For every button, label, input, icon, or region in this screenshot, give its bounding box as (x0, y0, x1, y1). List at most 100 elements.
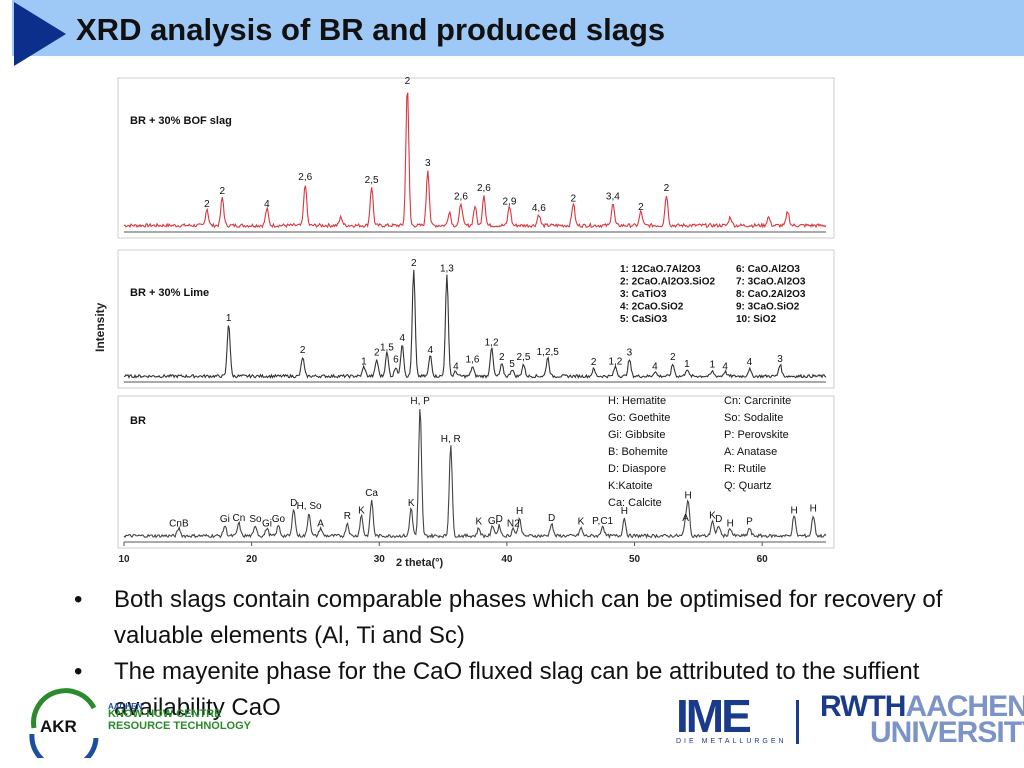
x-tick-label: 20 (246, 554, 258, 565)
panel-name: BR + 30% Lime (130, 287, 209, 299)
peak-label: H, P (410, 396, 430, 407)
peak-label: 3 (777, 354, 783, 365)
rwth-bold: RWTH (820, 690, 906, 723)
peak-label: 1,5 (380, 342, 394, 353)
akr-line-2: RESOURCE TECHNOLOGY (108, 720, 252, 732)
bullet-list: • Both slags contain comparable phases w… (74, 582, 974, 726)
panel-frame (117, 395, 835, 549)
legend-entry: R: Rutile (724, 463, 766, 475)
peak-label: 3,4 (606, 192, 620, 203)
bullet-mark: • (74, 586, 83, 613)
legend-entry: Q: Quartz (724, 480, 772, 492)
bullet-item: • The mayenite phase for the CaO fluxed … (74, 654, 974, 726)
akr-line-1: KNOW-HOW CENTRE (108, 708, 222, 720)
page-title: XRD analysis of BR and produced slags (76, 12, 666, 47)
peak-label: Go (272, 514, 286, 525)
peak-label: CnB (169, 518, 189, 529)
y-axis-label: Intensity (93, 302, 107, 352)
peak-label: K (408, 498, 415, 509)
legend-entry: 2: 2CaO.Al2O3.SiO2 (620, 277, 715, 288)
peak-label: H (727, 518, 734, 529)
legend-entry: 6: CaO.Al2O3 (736, 264, 800, 275)
peak-label: K (578, 516, 585, 527)
legend-entry: P: Perovskite (724, 429, 789, 441)
peak-label: 2 (300, 345, 306, 356)
left-margin-bar (0, 0, 12, 768)
peak-label: 4 (652, 361, 658, 372)
peak-label: 4 (453, 361, 459, 372)
peak-label: 1 (684, 359, 690, 370)
peak-label: A (317, 518, 324, 529)
peak-label: Gi (262, 518, 272, 529)
peak-label: N2 (507, 518, 520, 529)
peak-label: H, So (297, 501, 322, 512)
title-triangle-icon (14, 2, 66, 66)
bullet-text: Both slags contain comparable phases whi… (114, 586, 943, 649)
peak-label: 4 (722, 361, 728, 372)
peak-label: A (682, 513, 689, 524)
peak-label: 2 (638, 202, 644, 213)
xrd-series-line (123, 409, 827, 540)
peak-label: 2,5 (365, 175, 379, 186)
peak-label: 4 (399, 333, 405, 344)
peak-label: 4 (264, 199, 270, 210)
x-tick-label: 10 (118, 554, 130, 565)
peak-label: 1,2 (485, 338, 499, 349)
legend-entry: Ca: Calcite (608, 497, 662, 509)
peak-label: 2 (591, 357, 597, 368)
peak-label: 2,9 (503, 196, 517, 207)
peak-label: K (709, 511, 716, 522)
legend-entry: A: Anatase (724, 446, 777, 458)
legend-entry: So: Sodalite (724, 412, 783, 424)
peak-label: 2 (670, 352, 676, 363)
x-axis-label: 2 theta(°) (396, 557, 444, 569)
peak-label: K (358, 506, 365, 517)
peak-label: 4 (428, 345, 434, 356)
legend-entry: 4: 2CaO.SiO2 (620, 302, 684, 313)
legend-entry: 1: 12CaO.7Al2O3 (620, 264, 701, 275)
logo-separator (796, 700, 799, 744)
akr-logo: AKR (29, 688, 99, 758)
bullet-mark: • (74, 658, 83, 685)
legend-entry: 3: CaTiO3 (620, 289, 667, 300)
peak-label: 2 (219, 186, 225, 197)
peak-label: H, R (441, 434, 461, 445)
peak-label: So (249, 514, 262, 525)
peak-label: Gi (220, 514, 230, 525)
bullet-item: • Both slags contain comparable phases w… (74, 582, 974, 654)
x-tick-label: 50 (629, 554, 641, 565)
peak-label: Gi (488, 516, 498, 527)
legend-entry: 5: CaSiO3 (620, 314, 668, 325)
peak-label: 4,6 (532, 203, 546, 214)
peak-label: 2 (411, 258, 417, 269)
peak-label: 2,5 (517, 352, 531, 363)
peak-label: 3 (627, 347, 633, 358)
rwth-university: UNIVERSITY (870, 716, 1024, 749)
peak-label: P,C1 (592, 516, 613, 527)
peak-label: H (810, 504, 817, 515)
legend-entry: B: Bohemite (608, 446, 668, 458)
x-tick-label: 30 (374, 554, 386, 565)
ime-subtitle: DIE METALLURGEN (676, 738, 787, 745)
peak-label: 3 (425, 158, 431, 169)
peak-label: 4 (747, 357, 753, 368)
peak-label: D (715, 514, 722, 525)
peak-label: D (496, 514, 503, 525)
ime-wordmark: IME (676, 694, 750, 736)
peak-label: 1,6 (465, 355, 479, 366)
peak-label: 5 (509, 359, 515, 370)
peak-label: D (290, 498, 297, 509)
peak-label: 2 (204, 199, 210, 210)
panel-frame (117, 77, 835, 239)
legend-entry: 9: 3CaO.SiO2 (736, 302, 800, 313)
rwth-aachen: AACHEN (905, 690, 1024, 723)
panel-name: BR + 30% BOF slag (130, 115, 232, 127)
panel-frame (117, 249, 835, 389)
peak-label: 2 (499, 352, 505, 363)
legend-entry: 8: CaO.2Al2O3 (736, 289, 806, 300)
peak-label: 1,2 (608, 357, 622, 368)
peak-label: 1 (710, 359, 716, 370)
